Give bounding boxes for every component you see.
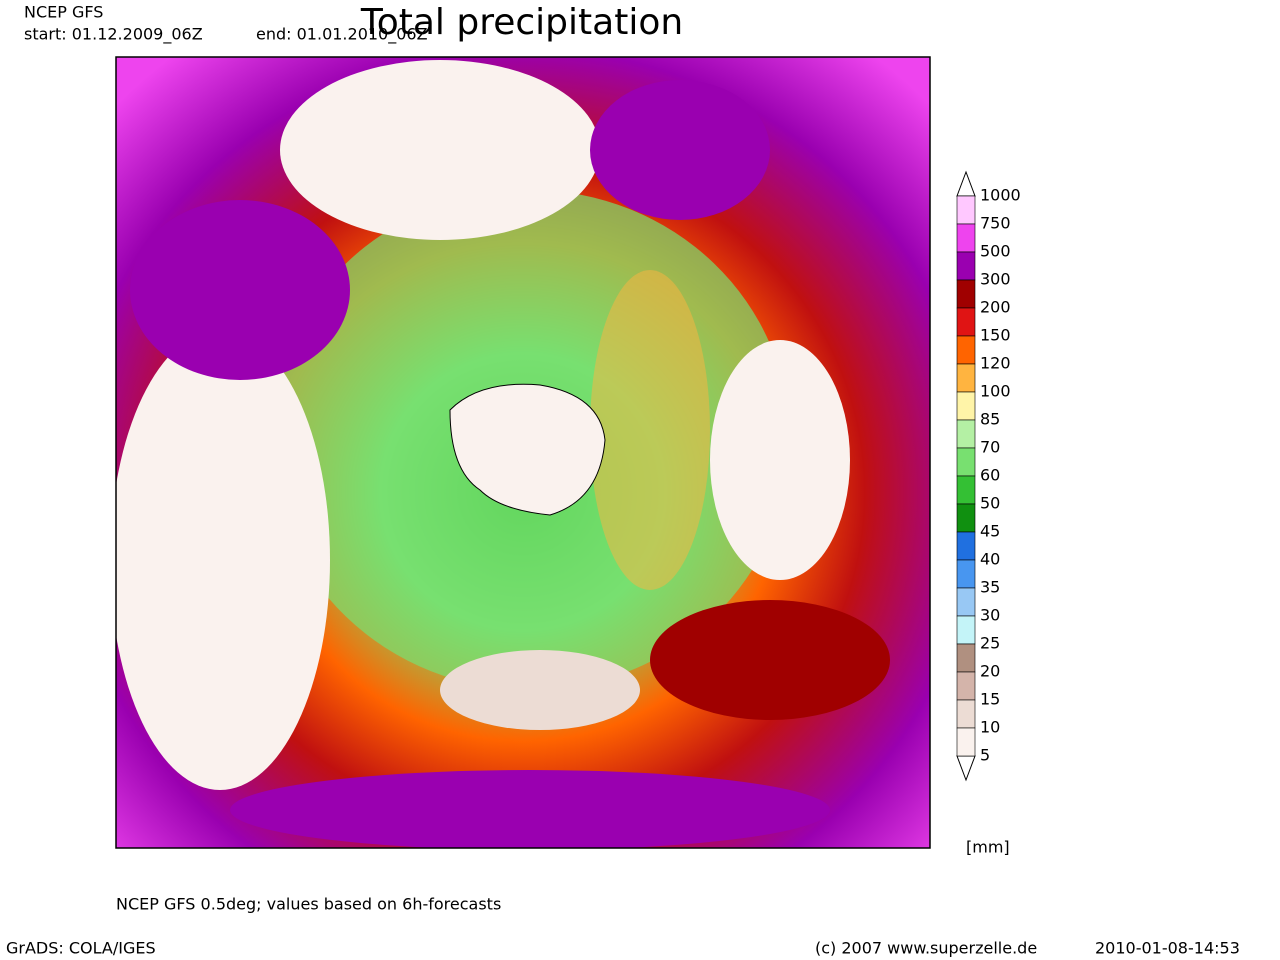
colorbar-swatch <box>956 335 976 365</box>
colorbar-label: 1000 <box>980 186 1021 205</box>
colorbar-label: 15 <box>980 690 1000 709</box>
colorbar-label: 300 <box>980 270 1011 289</box>
model-label: NCEP GFS <box>24 3 103 22</box>
colorbar-top-arrow <box>956 170 976 197</box>
colorbar-label: 20 <box>980 662 1000 681</box>
colorbar-label: 10 <box>980 718 1000 737</box>
colorbar-label: 40 <box>980 550 1000 569</box>
colorbar-label: 5 <box>980 746 990 765</box>
colorbar-swatch <box>956 391 976 421</box>
copyright-label: (c) 2007 www.superzelle.de <box>815 939 1037 958</box>
timestamp-label: 2010-01-08-14:53 <box>1095 939 1240 958</box>
colorbar-label: 35 <box>980 578 1000 597</box>
colorbar: 1000 750 500 300 200 150 120 100 85 70 60 50 45 40 35 3… <box>956 170 1021 782</box>
software-label: GrADS: COLA/IGES <box>6 939 156 958</box>
colorbar-swatch <box>956 727 976 757</box>
colorbar-label: 200 <box>980 298 1011 317</box>
colorbar-swatch <box>956 503 976 533</box>
colorbar-label: 150 <box>980 326 1011 345</box>
colorbar-swatch <box>956 195 976 225</box>
colorbar-swatch <box>956 615 976 645</box>
colorbar-swatch <box>956 699 976 729</box>
colorbar-swatch <box>956 447 976 477</box>
map-frame <box>115 56 931 849</box>
colorbar-label: 100 <box>980 382 1011 401</box>
colorbar-swatch <box>956 251 976 281</box>
colorbar-label: 70 <box>980 438 1000 457</box>
colorbar-label: 500 <box>980 242 1011 261</box>
colorbar-swatch <box>956 643 976 673</box>
colorbar-swatch <box>956 559 976 589</box>
colorbar-label: 120 <box>980 354 1011 373</box>
unit-label: [mm] <box>966 838 1010 857</box>
map-title: Total precipitation <box>360 2 683 43</box>
colorbar-swatch <box>956 531 976 561</box>
colorbar-swatch <box>956 307 976 337</box>
colorbar-swatch <box>956 279 976 309</box>
colorbar-swatch <box>956 475 976 505</box>
colorbar-label: 60 <box>980 466 1000 485</box>
colorbar-bottom-arrow <box>956 755 976 782</box>
colorbar-label: 30 <box>980 606 1000 625</box>
colorbar-label: 750 <box>980 214 1011 233</box>
colorbar-label: 45 <box>980 522 1000 541</box>
start-label: start: 01.12.2009_06Z <box>24 25 203 45</box>
colorbar-swatch <box>956 587 976 617</box>
colorbar-label: 25 <box>980 634 1000 653</box>
colorbar-swatch <box>956 671 976 701</box>
colorbar-swatch <box>956 363 976 393</box>
colorbar-swatch <box>956 419 976 449</box>
colorbar-label: 85 <box>980 410 1000 429</box>
map <box>116 57 930 848</box>
footer-note: NCEP GFS 0.5deg; values based on 6h-fore… <box>116 895 501 914</box>
colorbar-label: 50 <box>980 494 1000 513</box>
colorbar-swatch <box>956 223 976 253</box>
end-label: end: 01.01.2010_06Z <box>256 25 428 45</box>
